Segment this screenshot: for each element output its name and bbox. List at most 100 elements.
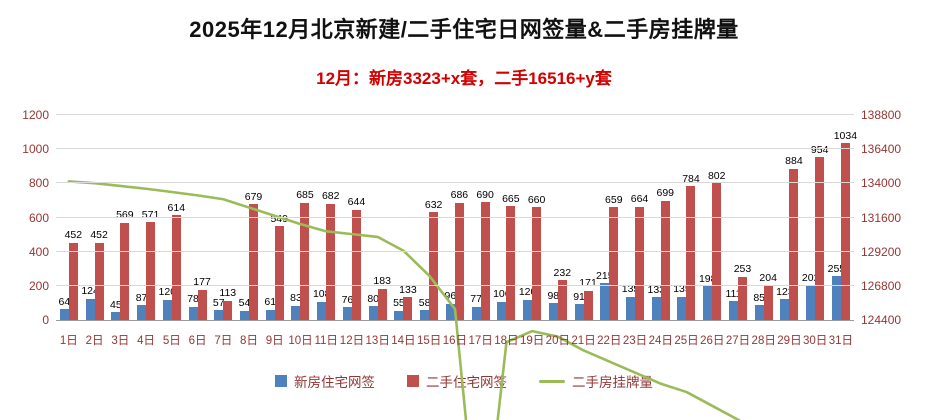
- 二手住宅网签-bar: [557, 280, 567, 320]
- bar-value-label: 232: [553, 266, 572, 279]
- bar-column: 686: [451, 115, 468, 320]
- x-axis-label: 8日: [240, 335, 258, 347]
- left-axis-tick: 1200: [22, 108, 49, 122]
- 二手住宅网签-bar: [454, 202, 464, 320]
- day-group: 133 699: [647, 115, 674, 320]
- legend: 新房住宅网签 二手住宅网签 二手房挂牌量: [0, 371, 928, 391]
- day-group: 57 113: [210, 115, 236, 320]
- bar-value-label: 664: [630, 193, 649, 206]
- bar-value-label: 549: [270, 212, 288, 225]
- 二手住宅网签-bar: [789, 168, 799, 320]
- bar-value-label: 884: [785, 155, 803, 168]
- 新房住宅网签-bar: [291, 305, 301, 320]
- bar-column: 54: [239, 115, 250, 320]
- bar-column: 124: [81, 115, 99, 320]
- 二手住宅网签-bar: [300, 202, 310, 320]
- day-group: 55 133: [391, 115, 417, 320]
- 二手住宅网签-bar: [403, 297, 413, 320]
- bar-column: 96: [445, 115, 456, 320]
- x-axis-label: 28日: [751, 335, 776, 347]
- bar-column: 64: [59, 115, 70, 320]
- 二手住宅网签-bar: [763, 285, 773, 320]
- 二手住宅网签-bar: [686, 186, 696, 320]
- 新房住宅网签-bar: [780, 299, 790, 320]
- 二手住宅网签-bar: [635, 206, 645, 320]
- day-group: 120 660: [519, 115, 545, 320]
- bar-column: 659: [605, 115, 623, 320]
- bar-value-label: 659: [605, 193, 623, 206]
- 二手住宅网签-bar: [840, 143, 850, 320]
- left-axis-tick: 400: [28, 244, 49, 259]
- day-group: 91 171: [571, 115, 597, 320]
- bar-column: 569: [116, 115, 134, 320]
- bar-value-label: 204: [759, 271, 777, 284]
- bar-column: 679: [245, 115, 262, 320]
- 新房住宅网签-bar: [368, 306, 378, 320]
- 新房住宅网签-bar: [317, 301, 327, 320]
- x-axis-label: 23日: [622, 335, 648, 347]
- bar-column: 784: [682, 115, 700, 320]
- 新房住宅网签-bar: [703, 286, 713, 320]
- legend-label-listing: 二手房挂牌量: [572, 375, 653, 390]
- 新房住宅网签-bar: [162, 299, 172, 320]
- 新房住宅网签-bar: [188, 306, 198, 320]
- bar-column: 253: [734, 115, 751, 320]
- 二手住宅网签-bar: [68, 242, 78, 320]
- x-axis-label: 20日: [545, 335, 570, 347]
- bar-column: 171: [579, 115, 597, 320]
- x-axis-label: 27日: [725, 335, 751, 347]
- bar-column: 108: [313, 115, 330, 320]
- day-group: 45 569: [107, 115, 134, 320]
- x-axis-label: 5日: [162, 335, 181, 347]
- bar-column: 98: [547, 115, 559, 320]
- day-group: 124 452: [81, 115, 108, 320]
- chart-subtitle: 12月：新房3323+x套，二手16516+y套: [316, 69, 612, 88]
- x-axis-label: 7日: [214, 335, 233, 347]
- bar-value-label: 569: [116, 209, 134, 222]
- x-axis-label: 14日: [391, 335, 416, 347]
- 二手住宅网签-bar: [609, 207, 619, 320]
- bar-column: 113: [219, 115, 236, 320]
- bar-column: 135: [673, 115, 691, 320]
- chart-title: 2025年12月北京新建/二手住宅日网签量&二手房挂牌量: [189, 17, 739, 42]
- x-axis-label: 29日: [777, 335, 802, 347]
- bar-column: 614: [168, 115, 185, 320]
- bar-column: 452: [65, 115, 82, 320]
- 二手住宅网签-bar: [197, 289, 207, 320]
- x-axis-label: 15日: [417, 335, 442, 347]
- x-axis-label: 26日: [700, 335, 725, 347]
- bar-column: 549: [270, 115, 288, 320]
- x-axis-label: 11日: [314, 335, 338, 347]
- left-axis-tick: 200: [28, 278, 49, 293]
- right-axis-tick: 131600: [861, 210, 902, 225]
- x-axis-label: 3日: [111, 335, 130, 347]
- bar-column: 177: [193, 115, 211, 320]
- 新房住宅网签-bar: [240, 310, 249, 320]
- bar-column: 664: [631, 115, 648, 320]
- right-axis-tick: 138800: [861, 108, 902, 122]
- x-axis-label: 19日: [519, 335, 545, 347]
- bar-column: 111: [725, 115, 741, 320]
- right-axis-tick: 124400: [861, 313, 902, 327]
- day-group: 85 204: [751, 115, 777, 320]
- right-axis-tick: 129200: [861, 244, 902, 259]
- 新房住宅网签-bar: [394, 310, 404, 320]
- 二手住宅网签-bar: [660, 200, 670, 320]
- day-group: 135 664: [622, 115, 648, 320]
- bar-column: 665: [502, 115, 520, 320]
- 二手住宅网签-bar: [120, 222, 130, 320]
- x-axis-label: 25日: [674, 335, 699, 347]
- bar-value-label: 253: [733, 263, 752, 276]
- legend-item-second-hand: 二手住宅网签: [407, 371, 507, 391]
- bar-value-label: 679: [244, 190, 263, 203]
- right-axis-tick: 134000: [861, 176, 902, 191]
- day-group: 215 659: [596, 115, 623, 320]
- x-axis-label: 10日: [288, 335, 313, 347]
- bar-column: 685: [296, 115, 314, 320]
- bar-value-label: 133: [399, 283, 417, 296]
- bar-value-label: 255: [827, 262, 846, 275]
- bar-column: 954: [811, 115, 828, 320]
- day-group: 106 665: [493, 115, 520, 320]
- 二手住宅网签-bar: [712, 183, 722, 320]
